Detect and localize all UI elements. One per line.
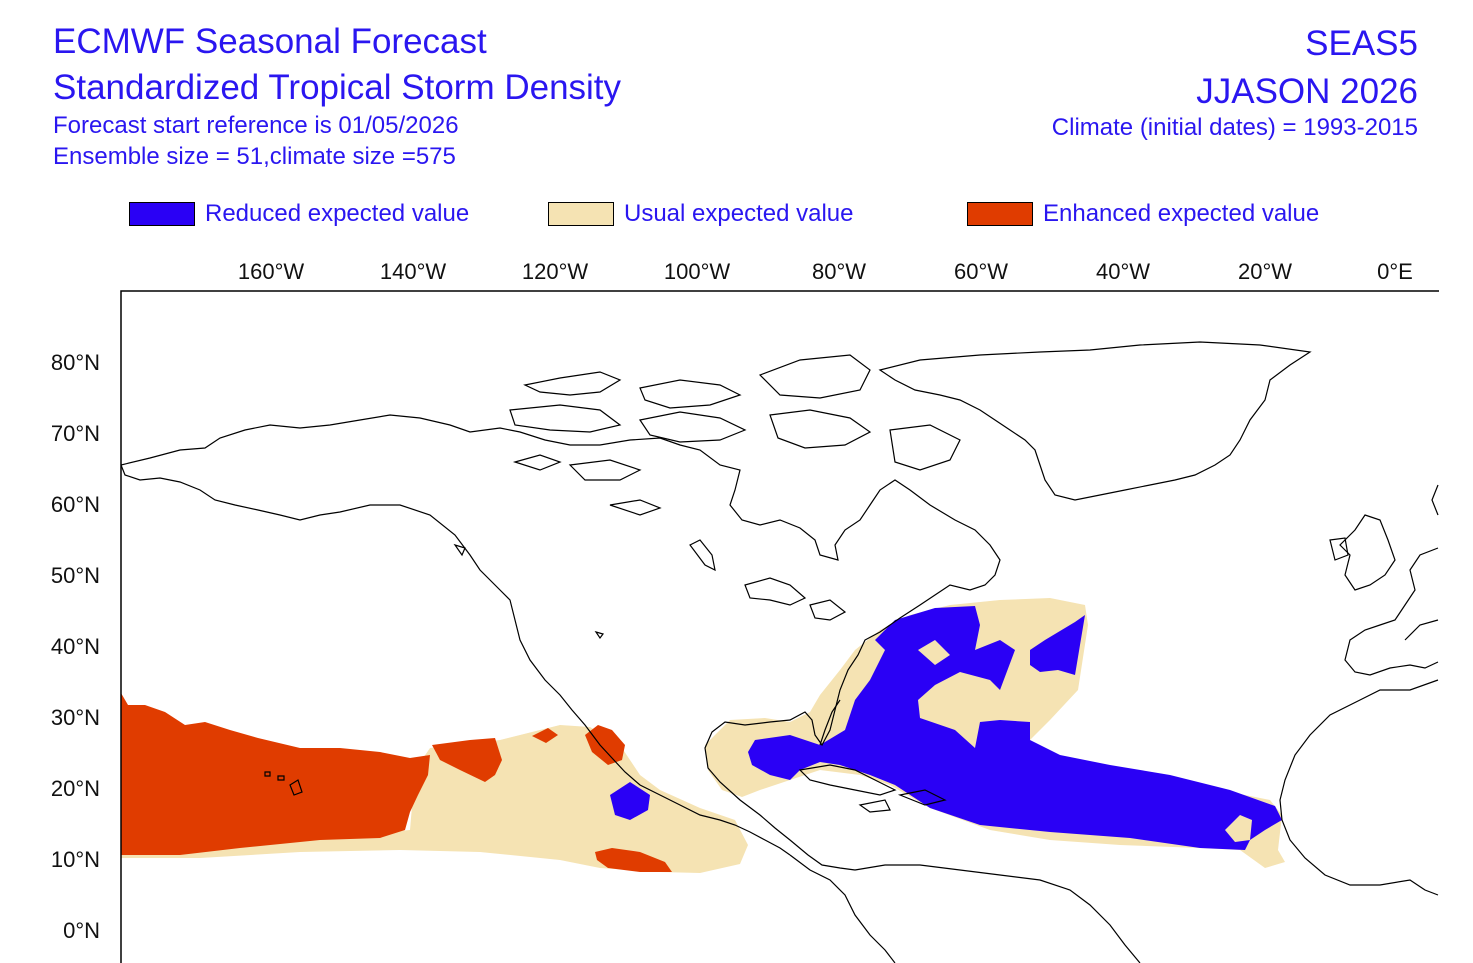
lon-label-100w: 100°W (664, 259, 731, 284)
title-line-1: ECMWF Seasonal Forecast (53, 22, 487, 61)
enhanced-region-central-pacific (121, 693, 430, 855)
enhanced-region-baja-gulf (585, 725, 625, 765)
lon-label-120w: 120°W (522, 259, 589, 284)
lat-label-30n: 30°N (51, 705, 100, 730)
coastlines (121, 341, 1439, 963)
title-line-2: Standardized Tropical Storm Density (53, 68, 622, 107)
lat-label-10n: 10°N (51, 847, 100, 872)
forecast-start-reference: Forecast start reference is 01/05/2026 (53, 112, 459, 139)
lon-label-40w: 40°W (1096, 259, 1150, 284)
reduced-region-group (610, 606, 1282, 850)
legend-swatch-usual (548, 202, 614, 226)
lon-axis-labels: 160°W 140°W 120°W 100°W 80°W 60°W 40°W 2… (238, 259, 1413, 284)
lon-label-20w: 20°W (1238, 259, 1292, 284)
legend-item-usual: Usual expected value (548, 199, 853, 229)
reduced-region-atlantic (748, 606, 1282, 850)
lon-label-140w: 140°W (380, 259, 447, 284)
lat-label-40n: 40°N (51, 634, 100, 659)
lat-label-50n: 50°N (51, 563, 100, 588)
ensemble-size: Ensemble size = 51,climate size =575 (53, 143, 456, 170)
legend-label-usual: Usual expected value (624, 200, 854, 227)
enhanced-region-group (121, 693, 672, 872)
legend-swatch-enhanced (967, 202, 1033, 226)
reduced-region-hole-east (1225, 815, 1252, 842)
legend-item-reduced: Reduced expected value (129, 199, 469, 229)
lat-label-60n: 60°N (51, 492, 100, 517)
climate-period: Climate (initial dates) = 1993-2015 (1051, 114, 1418, 141)
lon-label-60w: 60°W (954, 259, 1008, 284)
reduced-region-hole-atlantic (918, 640, 950, 665)
system-name: SEAS5 (1305, 24, 1418, 63)
lon-label-160w: 160°W (238, 259, 305, 284)
lat-label-0n: 0°N (63, 918, 100, 943)
legend-label-enhanced: Enhanced expected value (1043, 200, 1320, 227)
legend-item-enhanced: Enhanced expected value (967, 199, 1319, 229)
enhanced-region-east-pacific-north (432, 738, 502, 782)
lat-axis-labels: 80°N 70°N 60°N 50°N 40°N 30°N 20°N 10°N … (51, 350, 100, 943)
enhanced-region-east-pacific-south (595, 848, 672, 872)
lat-label-20n: 20°N (51, 776, 100, 801)
lat-label-70n: 70°N (51, 421, 100, 446)
reduced-region-atlantic-east (1030, 615, 1085, 675)
forecast-period: JJASON 2026 (1196, 72, 1418, 111)
legend-label-reduced: Reduced expected value (205, 200, 470, 227)
usual-region-pacific (121, 725, 748, 873)
reduced-region-pacific (610, 782, 650, 820)
enhanced-region-small (532, 728, 558, 743)
legend-swatch-reduced (129, 202, 195, 226)
lon-label-80w: 80°W (812, 259, 866, 284)
lat-label-80n: 80°N (51, 350, 100, 375)
lon-label-0e: 0°E (1377, 259, 1413, 284)
map-frame (120, 290, 1439, 963)
